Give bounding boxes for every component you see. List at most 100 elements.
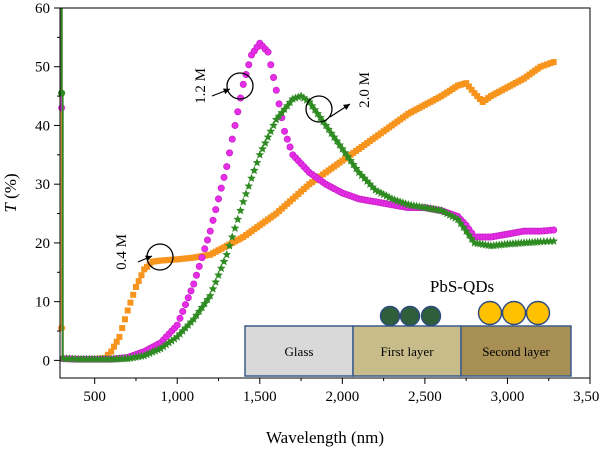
data-point xyxy=(139,351,149,360)
data-point xyxy=(176,314,184,322)
data-point xyxy=(291,93,300,102)
data-point xyxy=(132,283,139,290)
qd-dot-second-layer xyxy=(501,300,527,326)
inset-layer-label: Glass xyxy=(285,344,314,359)
inset-layer-label: First layer xyxy=(380,344,434,359)
data-point xyxy=(537,63,544,70)
data-point xyxy=(197,302,207,312)
qd-dot-second-layer xyxy=(477,300,503,326)
data-point xyxy=(239,80,247,88)
data-point xyxy=(209,216,217,224)
data-point xyxy=(234,108,242,116)
data-point xyxy=(468,86,475,93)
axes: 500 1,000 1,500 2,000 2,500 3,000 3,500 0 10 20 30… xyxy=(35,1,600,405)
data-point xyxy=(217,184,225,192)
data-point xyxy=(216,263,226,273)
data-point xyxy=(201,245,209,253)
data-point xyxy=(269,120,278,130)
data-point xyxy=(544,61,551,68)
data-point xyxy=(150,346,160,355)
qd-dot-first-layer xyxy=(379,305,401,327)
data-point xyxy=(349,160,358,169)
data-point xyxy=(161,340,171,349)
y-tick-label: 20 xyxy=(35,236,50,252)
data-point xyxy=(267,61,275,69)
x-tick-label: 3,500 xyxy=(573,389,600,405)
data-point xyxy=(249,165,259,175)
data-point xyxy=(272,86,280,94)
series-2-0-m xyxy=(58,8,559,363)
data-point xyxy=(271,115,281,124)
annotation-arrowhead xyxy=(343,104,350,110)
data-point xyxy=(550,226,558,234)
data-point xyxy=(550,59,557,66)
inset-diagram: Glass First layer Second layer PbS-QDs xyxy=(244,277,572,377)
inset-layer-box xyxy=(460,325,572,377)
data-point xyxy=(241,189,251,198)
data-point xyxy=(187,287,195,295)
data-point xyxy=(198,254,206,262)
data-point xyxy=(270,73,278,81)
data-point xyxy=(179,307,187,315)
data-point xyxy=(263,132,273,141)
data-point xyxy=(194,306,204,316)
data-point xyxy=(164,338,174,347)
data-point xyxy=(215,195,223,203)
data-point xyxy=(208,284,218,293)
data-point xyxy=(119,325,126,332)
data-point xyxy=(184,294,192,302)
y-tick-label: 60 xyxy=(35,1,50,17)
data-point xyxy=(212,206,220,214)
inset-layer-box xyxy=(352,325,462,377)
data-point xyxy=(145,348,155,358)
annotation-label: 1.2 M xyxy=(193,68,209,104)
annotation-circle xyxy=(226,72,254,100)
data-point xyxy=(329,132,339,141)
data-point xyxy=(181,323,190,332)
data-point xyxy=(283,135,291,143)
data-point xyxy=(227,232,237,241)
data-point xyxy=(277,108,287,117)
data-point xyxy=(181,301,189,309)
data-point xyxy=(138,272,145,279)
data-point xyxy=(332,136,342,145)
x-tick-label: 2,500 xyxy=(408,389,442,405)
data-point xyxy=(121,316,128,323)
data-point xyxy=(156,344,166,353)
y-tick-label: 40 xyxy=(35,118,50,134)
data-point xyxy=(222,250,232,259)
data-point xyxy=(190,280,198,288)
data-point xyxy=(324,124,333,134)
data-point xyxy=(183,320,193,329)
data-point xyxy=(211,277,221,286)
data-point xyxy=(223,163,231,171)
x-tick-label: 500 xyxy=(83,389,106,405)
data-point xyxy=(247,173,256,182)
inset-layer-label: Second layer xyxy=(482,344,550,359)
data-point xyxy=(226,149,234,157)
data-point xyxy=(205,291,215,300)
annotation-arrowhead xyxy=(223,88,230,95)
data-point xyxy=(172,332,182,341)
annotation-circle xyxy=(305,95,333,123)
data-point xyxy=(127,299,134,306)
data-point xyxy=(288,94,298,103)
x-tick-label: 1,000 xyxy=(160,389,194,405)
y-axis-label: T (%) xyxy=(1,173,20,212)
annotation-label: 0.4 M xyxy=(114,234,130,270)
y-axis-label-unit: (%) xyxy=(1,173,20,203)
data-point xyxy=(153,345,163,354)
data-point xyxy=(255,150,265,159)
x-tick-label: 1,500 xyxy=(243,389,277,405)
data-point xyxy=(282,101,292,110)
data-point xyxy=(264,48,272,56)
y-tick-label: 10 xyxy=(35,295,50,311)
y-tick-label: 0 xyxy=(43,353,51,369)
inset-title: PbS-QDs xyxy=(430,277,494,296)
y-tick-label: 50 xyxy=(35,60,50,76)
data-point xyxy=(113,338,120,345)
data-point xyxy=(465,83,472,90)
data-point xyxy=(238,197,248,206)
qd-dot-first-layer xyxy=(399,305,421,327)
